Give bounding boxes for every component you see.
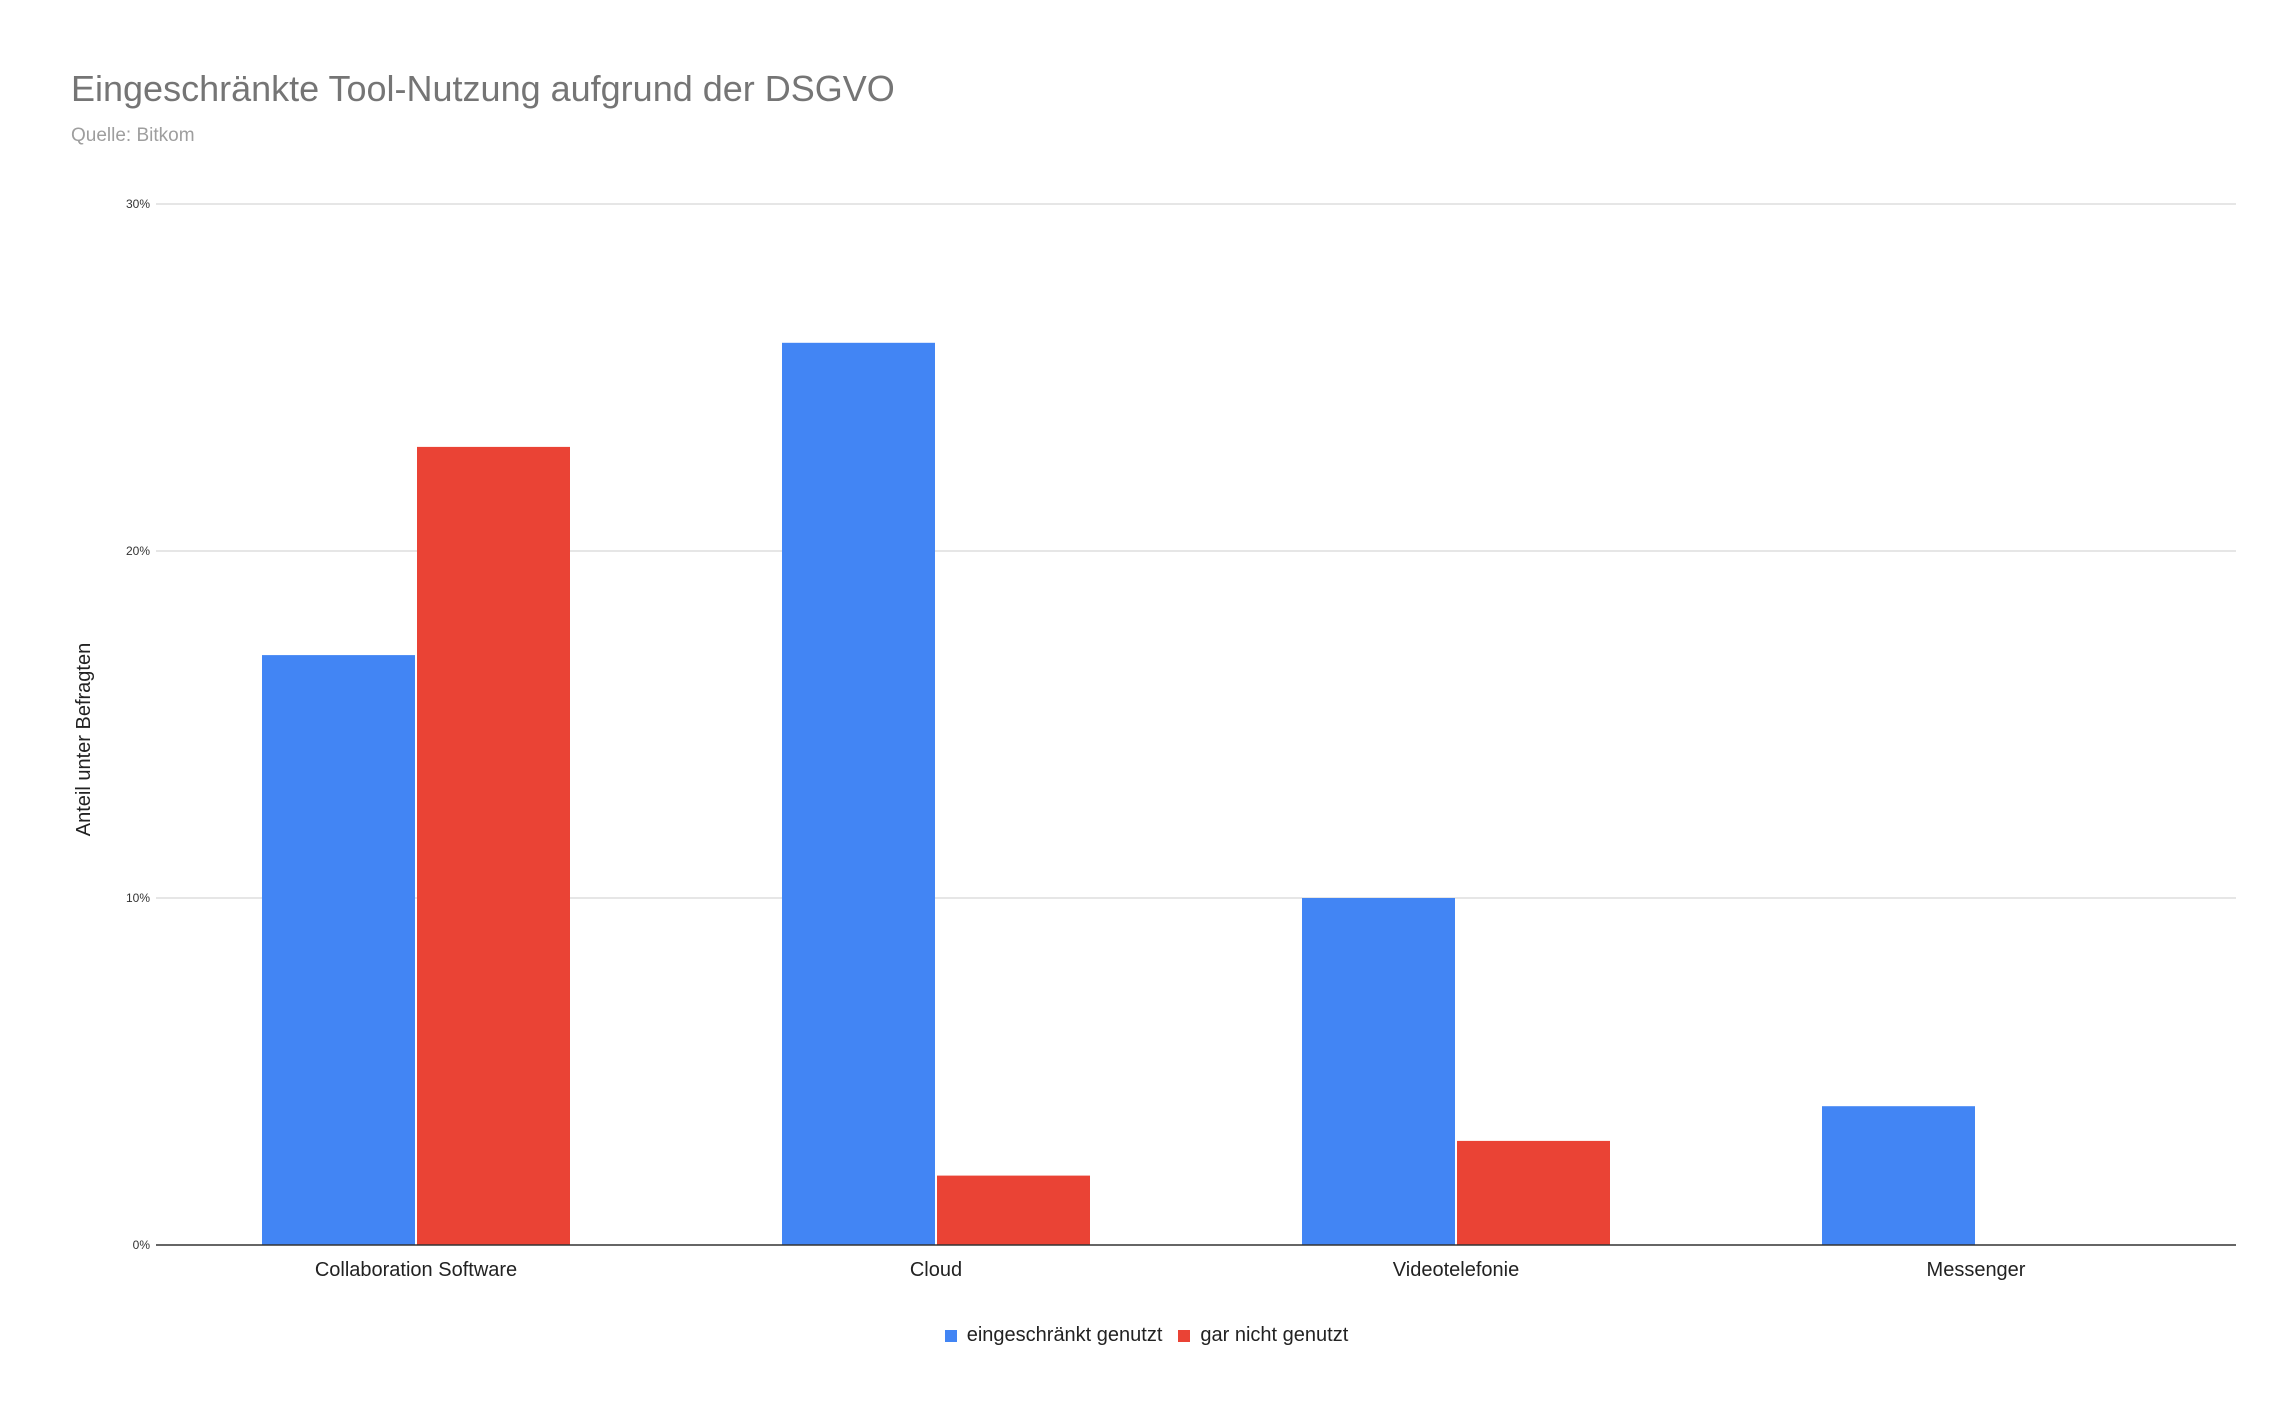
y-tick-label: 0% xyxy=(133,1238,151,1252)
x-tick-label: Cloud xyxy=(910,1259,962,1281)
bar xyxy=(1302,898,1455,1245)
y-tick-label: 10% xyxy=(126,891,150,905)
y-tick-label: 20% xyxy=(126,544,150,558)
legend-item-gar-nicht: gar nicht genutzt xyxy=(1178,1324,1348,1347)
bar xyxy=(417,446,570,1245)
chart-subtitle: Quelle: Bitkom xyxy=(71,125,195,146)
x-tick-label: Collaboration Software xyxy=(315,1259,517,1281)
bar xyxy=(262,655,415,1245)
bar xyxy=(1457,1140,1610,1245)
bar xyxy=(937,1175,1090,1245)
y-tick-label: 30% xyxy=(126,197,150,211)
legend-swatch-gar-nicht xyxy=(1178,1329,1191,1342)
bar xyxy=(782,342,935,1245)
bar xyxy=(1822,1106,1975,1245)
legend: eingeschränkt genutzt gar nicht genutzt xyxy=(0,1324,2293,1347)
legend-label-eingeschraenkt: eingeschränkt genutzt xyxy=(966,1324,1163,1346)
legend-item-eingeschraenkt: eingeschränkt genutzt xyxy=(944,1324,1163,1347)
legend-label-gar-nicht: gar nicht genutzt xyxy=(1200,1324,1349,1346)
x-tick-label: Videotelefonie xyxy=(1393,1259,1519,1281)
legend-swatch-eingeschraenkt xyxy=(944,1329,957,1342)
y-axis-label: Anteil unter Befragten xyxy=(73,643,95,836)
chart-title: Eingeschränkte Tool-Nutzung aufgrund der… xyxy=(71,68,895,109)
x-tick-label: Messenger xyxy=(1927,1259,2026,1281)
